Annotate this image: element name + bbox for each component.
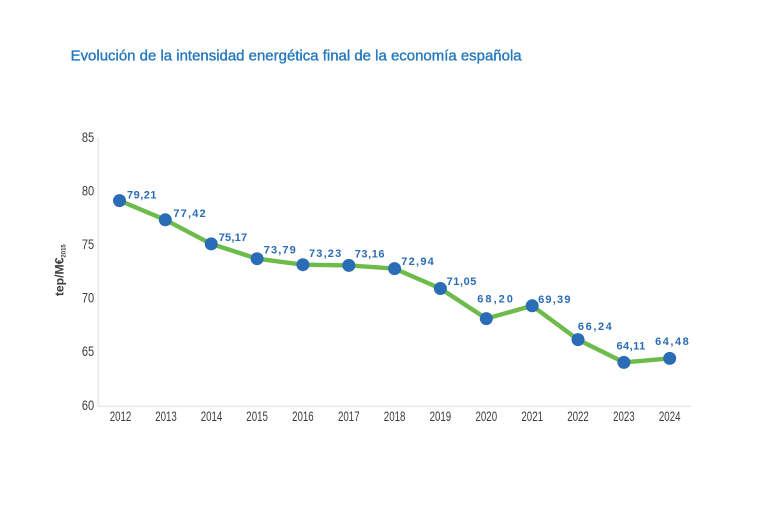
svg-text:2024: 2024 (659, 409, 681, 424)
svg-text:2019: 2019 (430, 409, 452, 424)
svg-text:72,94: 72,94 (401, 256, 434, 268)
svg-text:2022: 2022 (567, 409, 589, 424)
svg-text:2014: 2014 (201, 409, 223, 424)
svg-text:75,17: 75,17 (219, 232, 247, 244)
svg-text:71,05: 71,05 (447, 276, 477, 288)
svg-text:2016: 2016 (292, 409, 314, 424)
svg-text:2015: 2015 (246, 409, 268, 424)
svg-text:69,39: 69,39 (538, 294, 570, 306)
svg-text:2012: 2012 (110, 409, 132, 424)
svg-text:65: 65 (82, 344, 94, 359)
svg-text:2021: 2021 (521, 409, 543, 424)
svg-text:2013: 2013 (155, 409, 177, 424)
svg-text:Evolución de la intensidad ene: Evolución de la intensidad energética fi… (71, 49, 522, 65)
svg-text:2020: 2020 (476, 409, 498, 424)
svg-text:77,42: 77,42 (173, 208, 205, 220)
svg-text:66,24: 66,24 (578, 321, 613, 333)
svg-text:64,48: 64,48 (655, 336, 689, 348)
svg-text:2018: 2018 (384, 409, 406, 424)
svg-text:64,11: 64,11 (617, 341, 646, 353)
svg-text:80: 80 (82, 184, 94, 199)
svg-text:70: 70 (82, 291, 94, 306)
svg-text:73,79: 73,79 (264, 244, 296, 256)
svg-text:73,23: 73,23 (309, 248, 341, 260)
svg-text:79,21: 79,21 (127, 189, 157, 201)
svg-text:73,16: 73,16 (355, 248, 385, 260)
svg-text:2023: 2023 (613, 409, 635, 424)
svg-text:75: 75 (82, 237, 94, 252)
svg-text:68,20: 68,20 (477, 293, 513, 305)
svg-text:2017: 2017 (338, 409, 360, 424)
svg-text:60: 60 (82, 398, 94, 413)
svg-text:85: 85 (82, 130, 94, 145)
